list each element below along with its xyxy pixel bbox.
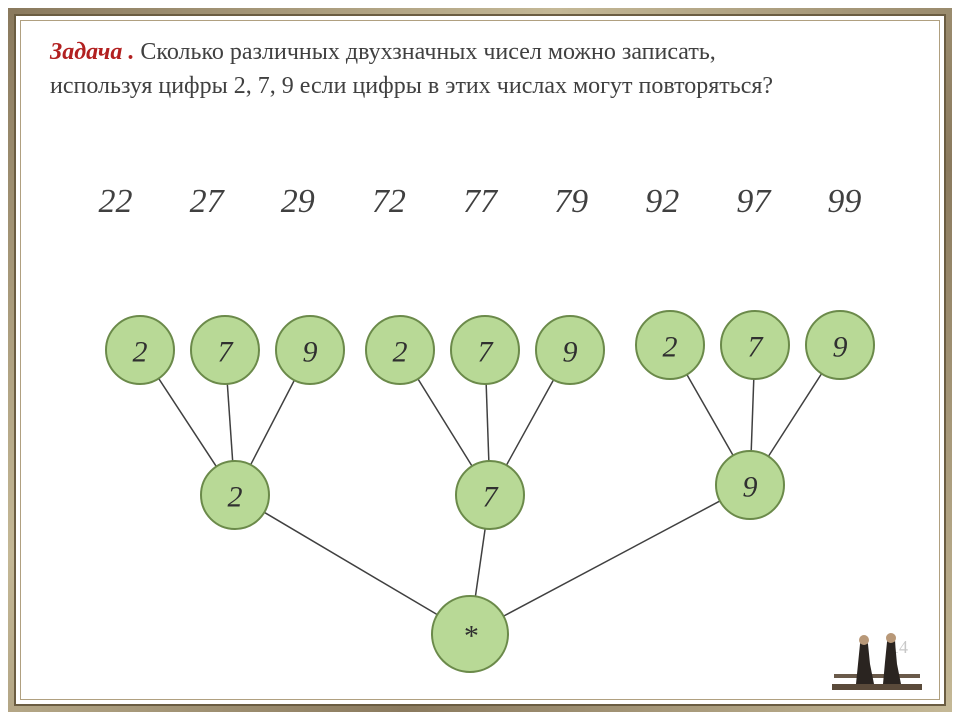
svg-text:7: 7	[478, 336, 495, 369]
tree-node: 7	[721, 311, 789, 379]
tree-edge	[475, 529, 485, 597]
tree-edge	[264, 512, 437, 614]
svg-text:7: 7	[483, 481, 500, 514]
tree-edge	[251, 380, 295, 465]
tree-node: *	[432, 596, 508, 672]
answers-row: 22 27 29 72 77 79 92 97 99	[30, 103, 930, 221]
svg-text:2: 2	[393, 336, 408, 369]
tree-edge	[687, 375, 733, 456]
tree-node: 2	[201, 461, 269, 529]
answer-value: 97	[736, 183, 770, 221]
svg-text:7: 7	[218, 336, 235, 369]
svg-text:2: 2	[133, 336, 148, 369]
svg-text:9: 9	[563, 336, 578, 369]
tree-node: 9	[716, 451, 784, 519]
tree-edge	[506, 380, 553, 465]
tree-edge	[486, 384, 489, 461]
answer-value: 79	[554, 183, 588, 221]
tree-node: 2	[636, 311, 704, 379]
tree-edge	[159, 378, 217, 466]
answer-value: 72	[372, 183, 406, 221]
answer-value: 99	[827, 183, 861, 221]
tree-node: 9	[276, 316, 344, 384]
tree-edge	[751, 379, 754, 451]
problem-label: Задача .	[50, 39, 134, 65]
problem-text-2: используя цифры 2, 7, 9 если цифры в эти…	[50, 73, 773, 99]
problem-statement: Задача . Сколько различных двухзначных ч…	[30, 30, 930, 103]
tree-node: 9	[806, 311, 874, 379]
tree-node: 7	[191, 316, 259, 384]
tree-edge	[768, 374, 821, 457]
tree-node: 9	[536, 316, 604, 384]
tree-edge	[227, 384, 232, 461]
tree-node: 7	[451, 316, 519, 384]
svg-text:9: 9	[743, 471, 758, 504]
svg-text:2: 2	[228, 481, 243, 514]
tree-edge	[418, 379, 472, 466]
answer-value: 92	[645, 183, 679, 221]
svg-text:7: 7	[748, 331, 765, 364]
slide-content: Задача . Сколько различных двухзначных ч…	[30, 30, 930, 690]
problem-text-1: Сколько различных двухзначных чисел можн…	[134, 39, 715, 65]
tree-diagram: 2 7 9 2 7 9 2 7 9 2 7 9 *	[30, 270, 930, 690]
people-silhouette-icon	[832, 624, 922, 694]
tree-node: 2	[366, 316, 434, 384]
svg-text:9: 9	[303, 336, 318, 369]
svg-text:9: 9	[833, 331, 848, 364]
tree-node: 2	[106, 316, 174, 384]
answer-value: 27	[190, 183, 224, 221]
answer-value: 22	[99, 183, 133, 221]
svg-text:2: 2	[663, 331, 678, 364]
svg-text:*: *	[463, 620, 478, 653]
answer-value: 77	[463, 183, 497, 221]
tree-node: 7	[456, 461, 524, 529]
answer-value: 29	[281, 183, 315, 221]
tree-edge	[504, 501, 720, 616]
